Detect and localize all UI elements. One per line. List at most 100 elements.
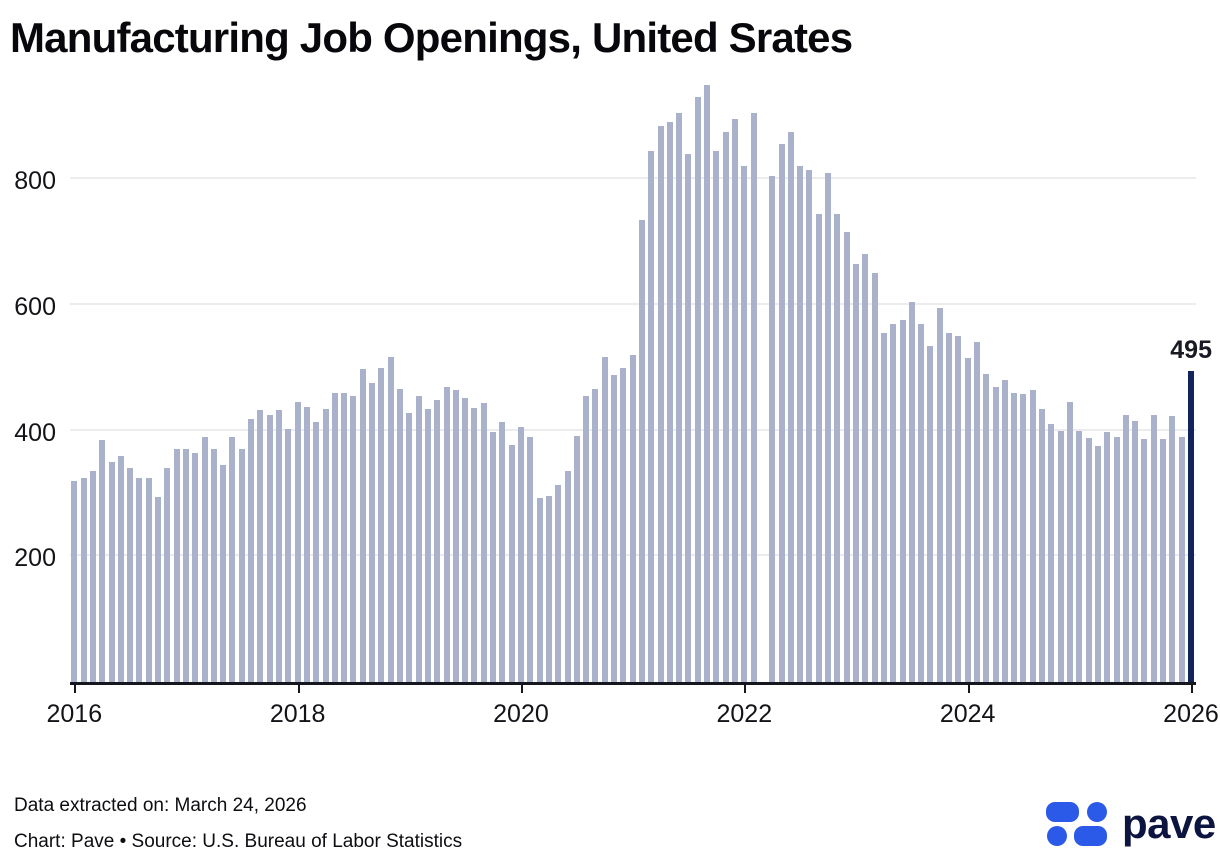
bar [266, 414, 273, 682]
y-tick-label: 600 [14, 292, 56, 321]
bar [313, 421, 320, 682]
bar [1067, 402, 1074, 682]
bar [787, 131, 794, 682]
bar [99, 439, 106, 682]
bar [1039, 408, 1046, 682]
bar [732, 119, 738, 682]
bar [285, 428, 292, 682]
y-tick-label: 200 [14, 544, 56, 573]
x-tick-label: 2026 [1163, 700, 1219, 728]
bar [341, 393, 348, 682]
gridline [70, 302, 1196, 305]
bar [964, 358, 971, 682]
bar [676, 112, 683, 682]
bar [927, 345, 934, 682]
bar [1076, 430, 1083, 682]
bar [1141, 438, 1148, 682]
bar [155, 496, 162, 682]
bar [136, 477, 143, 682]
bar [899, 320, 906, 682]
bar [843, 232, 850, 682]
bar [834, 213, 841, 682]
bar [908, 301, 915, 682]
bar [527, 436, 534, 682]
x-tick-label: 2024 [939, 700, 996, 728]
bar [257, 410, 264, 682]
bar [303, 406, 310, 682]
x-tick-label: 2018 [269, 700, 326, 728]
bar [1057, 430, 1064, 682]
bar [611, 375, 618, 682]
bar [145, 477, 152, 682]
bar [210, 449, 217, 682]
bar [406, 412, 413, 682]
bar [1132, 421, 1139, 682]
bar [648, 150, 655, 682]
x-tick-mark [744, 685, 747, 693]
bar [555, 485, 562, 682]
bar [545, 495, 552, 682]
bar [1150, 415, 1157, 682]
bar [825, 172, 832, 682]
x-tick-mark [967, 685, 970, 693]
bar [620, 367, 627, 682]
bar [1113, 436, 1120, 682]
bar [1085, 438, 1092, 682]
bar [248, 419, 255, 682]
bar [973, 342, 980, 682]
pave-logo-text: pave [1122, 800, 1216, 847]
x-tick-mark [520, 685, 523, 693]
gridline [70, 177, 1196, 179]
x-tick-label: 2022 [716, 700, 773, 728]
bar [359, 368, 366, 682]
bar [1011, 392, 1018, 682]
bar [387, 356, 394, 682]
bar [434, 400, 441, 682]
bar [1178, 436, 1185, 682]
bar [936, 307, 943, 682]
bar [685, 153, 692, 682]
bar [573, 436, 580, 682]
bar [722, 131, 729, 682]
bar [1122, 414, 1129, 682]
bar [741, 166, 748, 682]
bar [629, 355, 636, 682]
bar [1169, 416, 1176, 682]
bar [424, 409, 431, 682]
bar [499, 422, 506, 682]
bar [564, 470, 571, 682]
bar [592, 389, 599, 682]
bar [108, 461, 115, 682]
bar [220, 465, 227, 682]
x-tick-mark [74, 685, 77, 693]
bar [80, 477, 87, 682]
x-tick-label: 2020 [493, 700, 549, 728]
bar [946, 333, 953, 682]
x-tick-mark [1190, 685, 1193, 693]
bar [322, 408, 329, 682]
bar [238, 449, 245, 682]
bar [852, 263, 859, 682]
bar [862, 254, 869, 682]
bar [983, 373, 990, 682]
bar [462, 398, 469, 682]
x-tick-mark [297, 685, 300, 693]
bar [89, 471, 96, 682]
bar [583, 395, 590, 682]
bar [601, 356, 608, 682]
bar [480, 403, 487, 682]
bar [452, 390, 459, 682]
last-value-label: 495 [1170, 336, 1212, 364]
bar [350, 395, 357, 682]
pave-logo-icon [1046, 802, 1107, 846]
bar [713, 150, 720, 682]
bar [1029, 389, 1036, 682]
bar [182, 449, 189, 682]
bar [1020, 394, 1027, 682]
y-tick-label: 800 [14, 167, 56, 195]
bar [229, 436, 236, 682]
bar [1048, 424, 1055, 682]
bar [638, 219, 645, 682]
bar [797, 166, 804, 682]
bar [992, 386, 999, 682]
